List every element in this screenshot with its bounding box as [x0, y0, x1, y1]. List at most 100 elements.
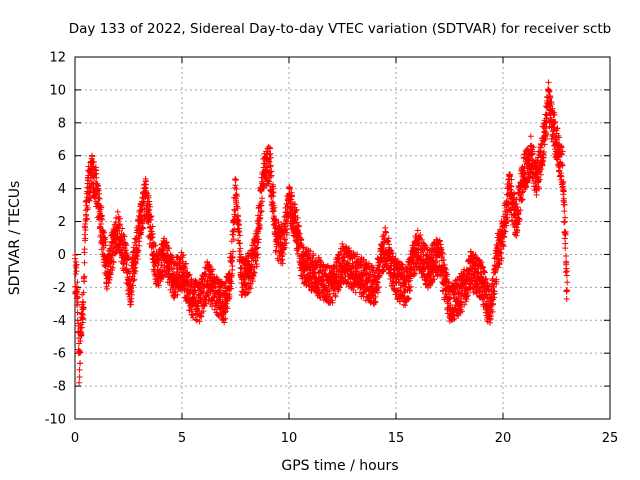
data-point-marker	[155, 282, 162, 289]
y-tick-label: 12	[49, 51, 66, 66]
x-tick-label: 20	[495, 431, 512, 446]
data-point-marker	[129, 282, 136, 289]
data-point-marker	[221, 319, 228, 326]
data-point-marker	[106, 274, 113, 281]
data-point-marker	[119, 225, 126, 232]
data-point-marker	[96, 195, 103, 202]
data-point-marker	[76, 373, 83, 380]
data-point-marker	[251, 269, 258, 276]
data-point-marker	[135, 247, 142, 254]
x-tick-label: 15	[388, 431, 405, 446]
data-point-marker	[210, 287, 217, 294]
data-point-marker	[123, 242, 130, 249]
y-tick-label: -4	[53, 314, 66, 329]
data-point-marker	[232, 182, 239, 189]
data-point-marker	[86, 197, 93, 204]
y-tick-label: -10	[45, 413, 66, 428]
data-point-marker	[100, 230, 107, 237]
data-point-marker	[230, 248, 237, 255]
data-point-marker	[146, 206, 153, 213]
data-point-marker	[73, 268, 80, 275]
data-point-marker	[561, 208, 568, 215]
data-point-marker	[186, 271, 193, 278]
data-point-marker	[116, 242, 123, 249]
y-tick-label: -2	[53, 281, 66, 296]
data-point-marker	[250, 269, 257, 276]
data-point-marker	[236, 228, 243, 235]
data-point-marker	[231, 226, 238, 233]
data-point-marker	[271, 204, 278, 211]
chart-title: Day 133 of 2022, Sidereal Day-to-day VTE…	[69, 21, 612, 37]
data-point-marker	[107, 271, 114, 278]
data-point-marker	[138, 206, 145, 213]
data-point-marker	[137, 230, 144, 237]
data-point-marker	[236, 232, 243, 239]
data-point-marker	[258, 202, 265, 209]
data-point-marker	[237, 245, 244, 252]
data-point-marker	[77, 349, 84, 356]
data-point-marker	[224, 305, 231, 312]
data-point-marker	[149, 223, 156, 230]
data-point-marker	[122, 266, 129, 273]
data-point-marker	[562, 214, 569, 221]
data-point-marker	[193, 317, 200, 324]
data-point-marker	[247, 285, 254, 292]
y-tick-label: 10	[49, 83, 66, 98]
data-point-marker	[115, 222, 122, 229]
data-point-marker	[72, 270, 79, 277]
data-point-marker	[174, 291, 181, 298]
data-point-marker	[82, 235, 89, 242]
data-point-marker	[279, 260, 286, 267]
data-point-marker	[412, 270, 419, 277]
data-point-marker	[255, 236, 262, 243]
data-point-marker	[270, 181, 277, 188]
data-point-marker	[223, 303, 230, 310]
data-point-marker	[102, 234, 109, 241]
data-point-marker	[270, 189, 277, 196]
data-point-marker	[256, 222, 263, 229]
data-point-marker	[269, 200, 276, 207]
data-point-marker	[292, 201, 299, 208]
data-point-marker	[80, 299, 87, 306]
data-point-marker	[203, 300, 210, 307]
data-point-marker	[131, 276, 138, 283]
data-point-marker	[102, 238, 109, 245]
x-axis-label: GPS time / hours	[281, 458, 398, 474]
data-point-marker	[81, 273, 88, 280]
data-point-marker	[234, 193, 241, 200]
data-point-marker	[80, 304, 87, 311]
data-point-marker	[267, 163, 274, 170]
data-point-marker	[89, 153, 96, 160]
data-point-marker	[76, 366, 83, 373]
data-point-marker	[90, 158, 97, 165]
data-point-marker	[132, 268, 139, 275]
data-point-marker	[209, 266, 216, 273]
data-point-marker	[221, 309, 228, 316]
y-tick-label: 2	[58, 215, 66, 230]
data-point-marker	[98, 204, 105, 211]
y-tick-label: 8	[58, 116, 66, 131]
data-point-marker	[267, 145, 274, 152]
data-point-marker	[267, 154, 274, 161]
grid-lines	[75, 57, 610, 419]
data-point-marker	[414, 227, 421, 234]
data-point-marker	[142, 181, 149, 188]
data-point-marker	[80, 311, 87, 318]
data-point-marker	[135, 212, 142, 219]
data-point-marker	[200, 308, 207, 315]
data-point-marker	[249, 278, 256, 285]
data-point-marker	[81, 246, 88, 253]
data-point-marker	[259, 198, 266, 205]
data-point-marker	[229, 254, 236, 261]
data-point-marker	[114, 208, 121, 215]
data-point-marker	[267, 162, 274, 169]
data-point-marker	[232, 176, 239, 183]
data-point-marker	[97, 223, 104, 230]
data-point-marker	[152, 242, 159, 249]
data-point-marker	[277, 233, 284, 240]
data-point-marker	[253, 263, 260, 270]
data-point-marker	[228, 285, 235, 292]
data-point-marker	[116, 215, 123, 222]
data-point-marker	[222, 315, 229, 322]
